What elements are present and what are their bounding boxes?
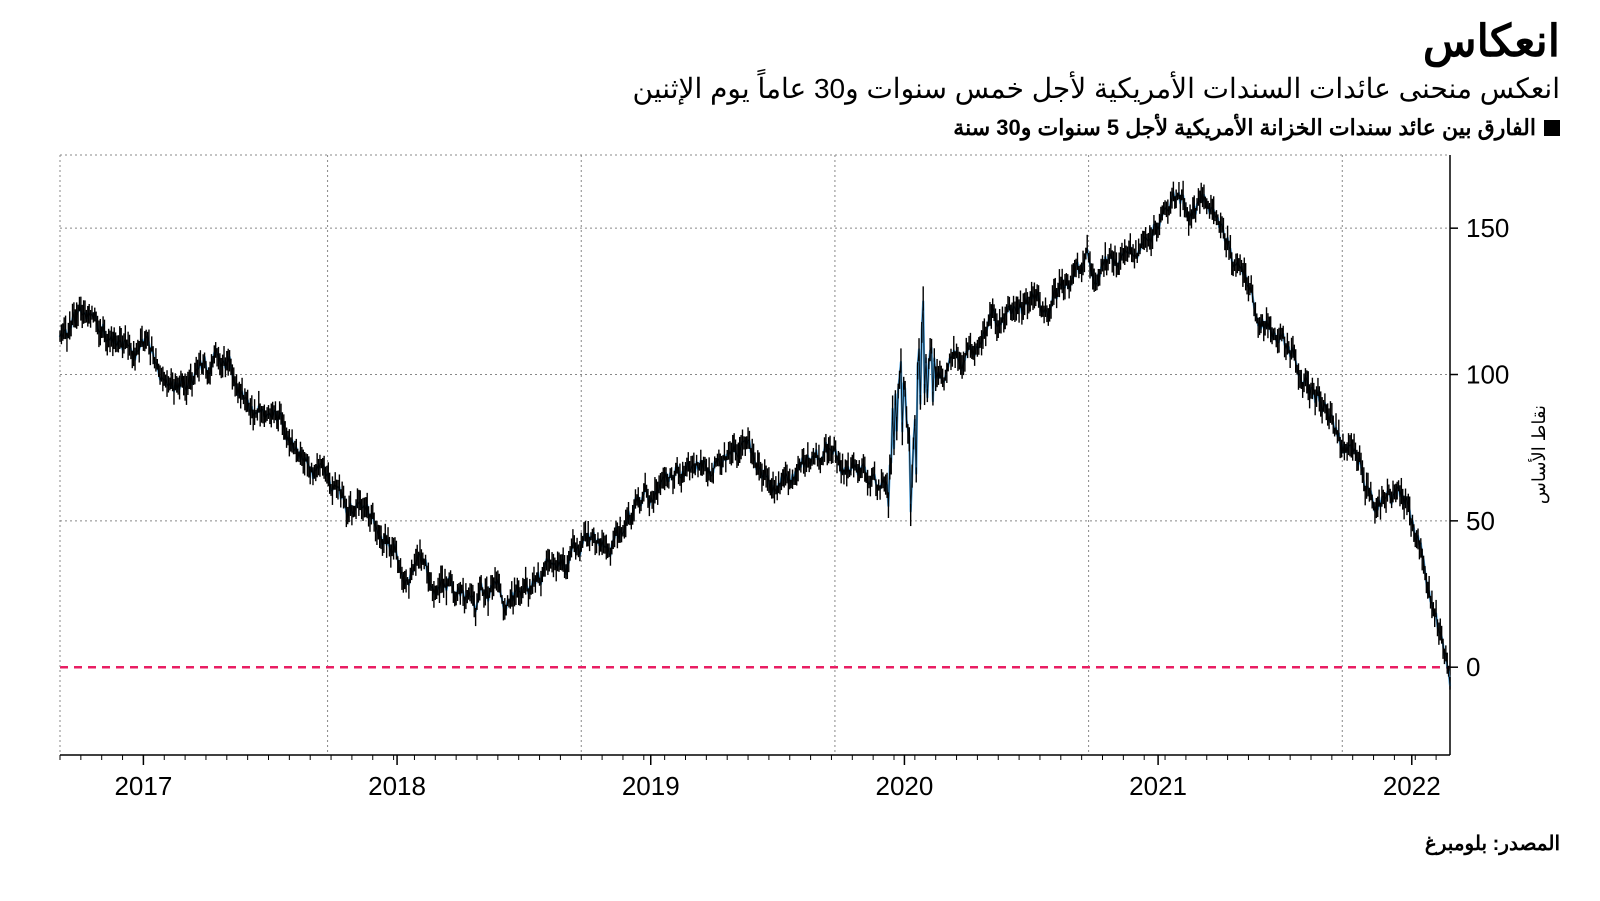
svg-text:2022: 2022 [1383,771,1441,801]
legend-swatch-icon [1544,120,1560,136]
chart-container: 0 50 100 150 2017 2018 2019 2020 2021 2022 نقاط ا… [40,145,1560,825]
yield-spread-chart: 0 50 100 150 2017 2018 2019 2020 2021 2022 [40,145,1560,825]
chart-title: انعكاس [40,18,1560,66]
svg-text:2021: 2021 [1129,771,1187,801]
chart-subtitle: انعكس منحنى عائدات السندات الأمريكية لأج… [40,72,1560,105]
svg-text:150: 150 [1466,214,1509,244]
svg-text:2017: 2017 [114,771,172,801]
svg-text:0: 0 [1466,653,1480,683]
chart-legend: الفارق بين عائد سندات الخزانة الأمريكية … [40,115,1560,141]
svg-text:2018: 2018 [368,771,426,801]
svg-text:2020: 2020 [876,771,934,801]
svg-text:2019: 2019 [622,771,680,801]
legend-label: الفارق بين عائد سندات الخزانة الأمريكية … [953,115,1536,141]
svg-text:50: 50 [1466,506,1495,536]
y-axis-label: نقاط الأساس [1528,405,1550,504]
svg-text:100: 100 [1466,360,1509,390]
chart-source: المصدر: بلومبرغ [40,831,1560,856]
